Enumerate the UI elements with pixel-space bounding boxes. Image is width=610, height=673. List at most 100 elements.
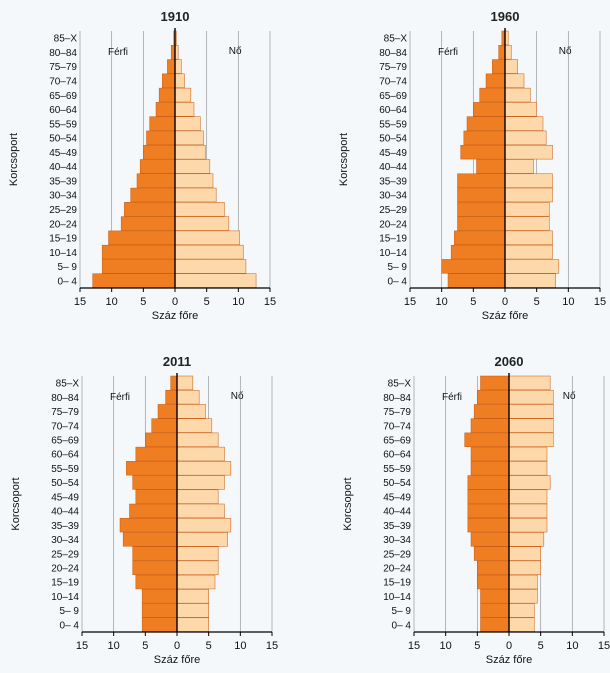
x-tick-label: 5 xyxy=(538,640,544,652)
bar-ferfi-50–54 xyxy=(467,475,510,490)
age-group-label: 45–49 xyxy=(379,148,407,159)
bar-ferfi-10–14 xyxy=(450,244,506,260)
bar-ferfi-55–59 xyxy=(149,116,176,131)
x-tick-label: 10 xyxy=(106,296,118,308)
bar-ferfi-45–49 xyxy=(467,489,510,504)
age-group-label: 15–19 xyxy=(51,578,79,589)
age-group-label: 30–34 xyxy=(49,191,77,202)
bar-no-60–64 xyxy=(174,102,195,117)
bar-ferfi-0–4 xyxy=(141,617,178,632)
bar-no-35–39 xyxy=(174,173,214,188)
bar-no-65–69 xyxy=(174,87,192,103)
age-group-label: 65–69 xyxy=(51,436,79,447)
bar-ferfi-15–19 xyxy=(108,230,176,246)
age-group-label: 40–44 xyxy=(383,507,411,518)
bar-ferfi-5–9 xyxy=(141,603,178,618)
bar-no-5–9 xyxy=(508,603,535,618)
legend-no: Nő xyxy=(229,46,242,57)
bar-no-5–9 xyxy=(174,259,247,274)
legend-ferfi: Férfi xyxy=(108,47,128,58)
bar-no-15–19 xyxy=(504,230,553,246)
age-group-label: 25–29 xyxy=(383,549,411,560)
age-group-label: 5– 9 xyxy=(58,262,78,273)
bar-no-0–4 xyxy=(508,617,535,632)
age-group-label: 70–74 xyxy=(383,421,411,432)
bar-no-45–49 xyxy=(174,144,206,160)
x-tick-label: 15 xyxy=(408,640,420,652)
x-axis-label: Száz főre xyxy=(486,654,532,666)
bar-ferfi-60–64 xyxy=(155,102,176,117)
age-group-label: 60–64 xyxy=(51,450,79,461)
bar-ferfi-80–84 xyxy=(165,389,178,405)
bar-no-35–39 xyxy=(176,517,232,533)
bar-ferfi-65–69 xyxy=(145,432,178,447)
bar-ferfi-80–84 xyxy=(498,45,506,60)
bar-no-45–49 xyxy=(508,489,548,504)
bar-ferfi-85–X xyxy=(170,375,178,391)
age-group-label: 50–54 xyxy=(49,134,77,145)
bar-no-80–84 xyxy=(508,389,554,405)
x-axis-label: Száz főre xyxy=(152,310,198,322)
bar-ferfi-85–X xyxy=(480,375,510,391)
bar-no-25–29 xyxy=(176,546,219,561)
age-group-label: 25–29 xyxy=(379,205,407,216)
bar-no-70–74 xyxy=(508,418,554,433)
bar-ferfi-35–39 xyxy=(136,173,176,188)
bar-ferfi-50–54 xyxy=(146,130,176,146)
age-group-label: 20–24 xyxy=(49,219,77,230)
age-group-label: 75–79 xyxy=(51,407,79,418)
bar-ferfi-70–74 xyxy=(470,418,510,433)
age-group-label: 55–59 xyxy=(51,464,79,475)
bar-no-70–74 xyxy=(174,73,185,88)
age-group-label: 30–34 xyxy=(383,535,411,546)
bar-ferfi-65–69 xyxy=(158,87,176,103)
age-group-label: 5– 9 xyxy=(392,606,412,617)
chart-title: 2011 xyxy=(163,354,191,369)
bar-ferfi-35–39 xyxy=(467,517,510,533)
bar-ferfi-5–9 xyxy=(441,259,506,274)
bar-no-55–59 xyxy=(176,461,232,476)
age-group-label: 30–34 xyxy=(51,535,79,546)
age-group-label: 60–64 xyxy=(49,105,77,116)
age-group-label: 70–74 xyxy=(49,76,77,87)
age-group-label: 60–64 xyxy=(379,105,407,116)
x-tick-label: 15 xyxy=(404,296,416,308)
bar-no-45–49 xyxy=(504,144,553,160)
bar-ferfi-0–4 xyxy=(447,273,506,288)
bar-no-65–69 xyxy=(508,432,554,447)
x-tick-label: 10 xyxy=(108,640,120,652)
bar-ferfi-70–74 xyxy=(151,418,178,433)
age-group-label: 5– 9 xyxy=(388,262,408,273)
age-group-label: 35–39 xyxy=(383,521,411,532)
x-tick-label: 10 xyxy=(234,640,246,652)
age-group-label: 0– 4 xyxy=(388,276,408,287)
bar-ferfi-55–59 xyxy=(466,116,506,131)
bar-no-30–34 xyxy=(504,187,553,203)
bar-ferfi-15–19 xyxy=(454,230,506,246)
bar-no-45–49 xyxy=(176,489,219,504)
age-group-label: 85–X xyxy=(388,379,412,390)
age-group-label: 15–19 xyxy=(49,234,77,245)
x-tick-label: 10 xyxy=(566,640,578,652)
bar-no-60–64 xyxy=(504,102,537,117)
x-tick-label: 5 xyxy=(142,640,148,652)
bar-ferfi-20–24 xyxy=(457,216,506,231)
bar-ferfi-15–19 xyxy=(135,574,178,590)
legend-no: Nő xyxy=(559,46,572,57)
age-group-label: 20–24 xyxy=(383,564,411,575)
bar-ferfi-25–29 xyxy=(473,546,510,561)
bar-no-10–14 xyxy=(508,589,538,604)
bar-ferfi-65–69 xyxy=(464,432,510,447)
age-group-label: 65–69 xyxy=(49,91,77,102)
age-group-label: 5– 9 xyxy=(60,606,80,617)
age-group-label: 35–39 xyxy=(49,176,77,187)
age-group-label: 55–59 xyxy=(379,119,407,130)
bar-no-25–29 xyxy=(508,546,541,561)
bar-no-30–34 xyxy=(174,187,217,203)
bar-ferfi-55–59 xyxy=(126,461,178,476)
bar-no-65–69 xyxy=(504,87,531,103)
bar-ferfi-70–74 xyxy=(485,73,506,88)
bar-no-85–X xyxy=(176,375,194,391)
chart-title: 1910 xyxy=(161,9,190,24)
